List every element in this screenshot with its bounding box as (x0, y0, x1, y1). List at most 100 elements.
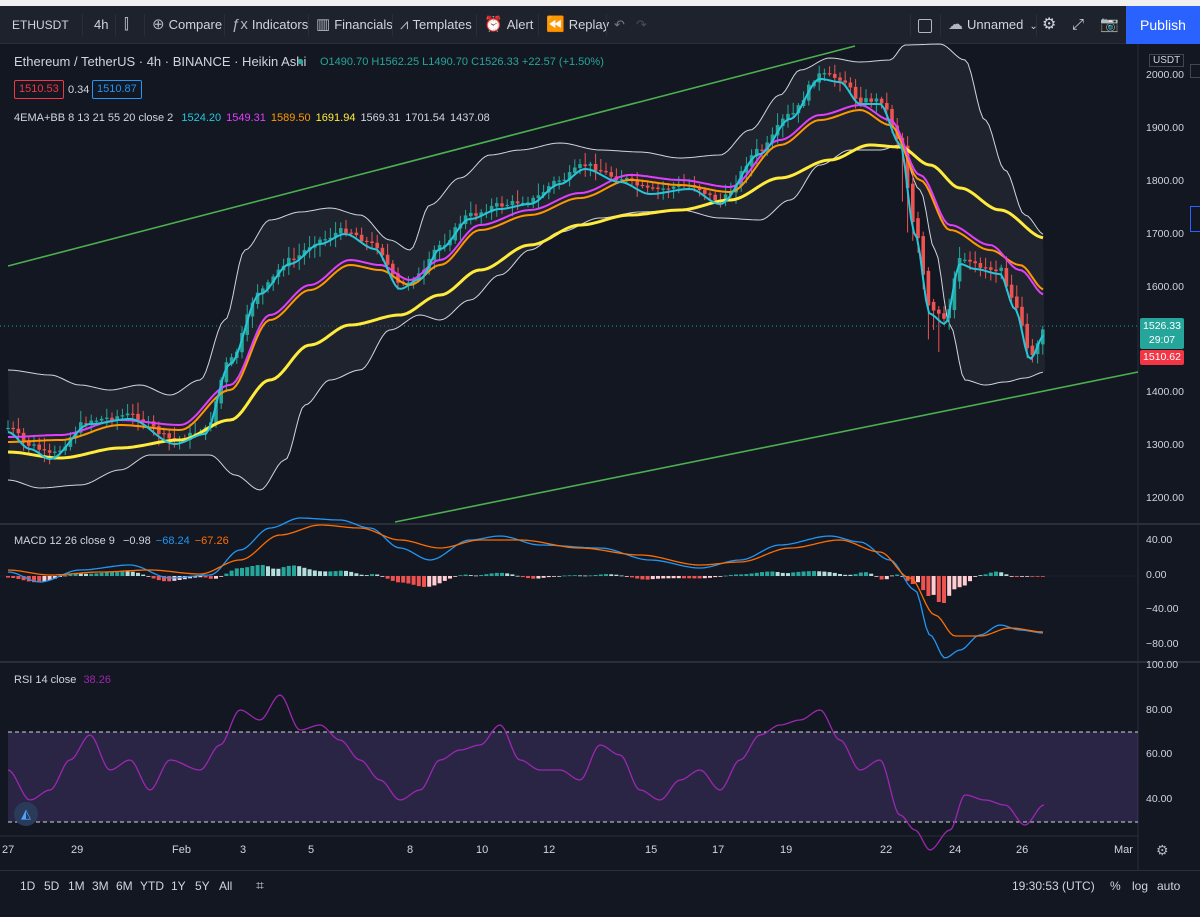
macd-bar (926, 576, 931, 596)
divider (1036, 14, 1037, 36)
divider (115, 14, 116, 36)
macd-value: −0.98 (122, 535, 151, 547)
macd-bar (754, 572, 759, 576)
publish-button[interactable]: Publish (1126, 6, 1200, 44)
calendar-range-icon[interactable]: ⌗ (256, 877, 264, 893)
camera-icon[interactable]: 📷 (1100, 16, 1119, 33)
candle (713, 189, 717, 203)
macd-bar (453, 576, 458, 577)
price-tick-label: 1600.00 (1146, 280, 1184, 293)
macd-tick-label: 40.00 (1146, 534, 1173, 546)
macd-bar (214, 576, 218, 579)
macd-bar (78, 573, 83, 576)
top-toolbar: ETHUSDT 4h ⫿ ⊕ Compare ƒx Indicators ▥ Fina… (0, 6, 1200, 44)
macd-bar (515, 575, 520, 577)
macd-bar (21, 576, 26, 581)
candle (110, 412, 114, 427)
macd-bar (401, 576, 406, 583)
time-tick-label: 22 (880, 844, 893, 856)
rsi-legend: RSI 14 close 38.26 (14, 674, 111, 686)
chart-type-icon[interactable]: ⫿ (124, 16, 129, 33)
divider (606, 14, 607, 36)
range-button-3m[interactable]: 3M (92, 879, 109, 893)
range-button-1d[interactable]: 1D (20, 879, 36, 893)
fullscreen-icon[interactable]: ⤢ (1072, 16, 1085, 33)
alert-button[interactable]: ⏰ Alert (484, 6, 533, 44)
log-toggle[interactable]: log (1132, 879, 1149, 893)
gear-icon[interactable]: ⚙ (1042, 16, 1057, 33)
macd-bar (770, 571, 775, 576)
redo-icon[interactable]: ↷ (636, 17, 647, 32)
candle (645, 182, 650, 193)
gear-icon[interactable]: ⚙ (1156, 842, 1169, 858)
compare-button[interactable]: ⊕ Compare (152, 6, 222, 44)
layout-menu[interactable]: ☁ Unnamed ⌄ (948, 6, 1038, 44)
candle (6, 420, 10, 432)
macd-bar (905, 576, 910, 581)
channel-lower-trendline[interactable] (394, 371, 1139, 523)
macd-bar (510, 574, 515, 576)
ema-bb-value: 1589.50 (270, 112, 311, 124)
divider (476, 14, 477, 36)
time-tick-label: 17 (712, 844, 725, 856)
candle (489, 198, 494, 220)
checkbox-icon[interactable] (918, 6, 932, 44)
candle (510, 195, 515, 217)
macd-bar (427, 576, 432, 587)
symbol-search[interactable]: ETHUSDT (12, 18, 69, 32)
candle (817, 65, 821, 91)
macd-bar (578, 575, 582, 577)
macd-bar (328, 571, 333, 576)
candle (287, 246, 291, 275)
range-button-all[interactable]: All (219, 879, 233, 893)
range-button-1y[interactable]: 1Y (171, 879, 186, 893)
macd-bar (354, 573, 359, 576)
candle (99, 415, 104, 424)
currency-label[interactable]: USDT (1149, 54, 1185, 67)
macd-bar (99, 572, 104, 576)
range-button-6m[interactable]: 6M (116, 879, 133, 893)
buy-price-box[interactable]: 1510.87 (92, 80, 142, 99)
undo-icon[interactable]: ↶ (614, 17, 625, 32)
candle (843, 71, 847, 85)
range-button-1m[interactable]: 1M (68, 879, 85, 893)
range-button-5d[interactable]: 5D (44, 879, 60, 893)
candle (27, 437, 31, 453)
ema-bb-legend: 4EMA+BB 8 13 21 55 20 close 2 1524.20 154… (14, 112, 490, 124)
range-button-5y[interactable]: 5Y (195, 879, 210, 893)
macd-bar (302, 567, 307, 576)
macd-bar (411, 576, 416, 585)
candle (365, 236, 369, 251)
macd-bar (245, 567, 250, 576)
macd-bar (827, 572, 832, 576)
candle (1020, 296, 1024, 330)
sell-price-box[interactable]: 1510.53 (14, 80, 64, 99)
auto-toggle[interactable]: auto (1157, 879, 1181, 893)
indicators-button[interactable]: ƒx Indicators (232, 6, 308, 44)
axis-handle[interactable] (1190, 64, 1200, 78)
axis-scroll-handle[interactable] (1190, 206, 1200, 232)
macd-bar (552, 576, 556, 577)
macd-bar (1035, 576, 1040, 577)
candle (1030, 339, 1035, 363)
divider (144, 14, 145, 36)
templates-button[interactable]: ⩘ Templates (400, 6, 472, 44)
clock-time[interactable]: 19:30:53 (UTC) (1012, 879, 1095, 893)
financials-button[interactable]: ▥ Financials (316, 6, 393, 44)
interval-button[interactable]: 4h (94, 17, 109, 32)
macd-bar (650, 576, 655, 580)
macd-signal-line (7, 524, 1044, 637)
replay-button[interactable]: ⏪ Replay (546, 6, 609, 44)
tradingview-logo-icon[interactable]: ◭ (14, 802, 38, 826)
macd-bar (676, 576, 681, 579)
time-tick-label: 19 (780, 844, 793, 856)
macd-tick-label: −40.00 (1146, 603, 1179, 615)
macd-bar (744, 574, 749, 576)
macd-bar (884, 576, 889, 580)
channel-upper-trendline[interactable] (7, 45, 856, 267)
macd-bar (806, 571, 811, 576)
percent-toggle[interactable]: % (1110, 879, 1121, 893)
range-button-ytd[interactable]: YTD (140, 879, 164, 893)
change-value: +22.57 (+1.50%) (521, 56, 604, 68)
